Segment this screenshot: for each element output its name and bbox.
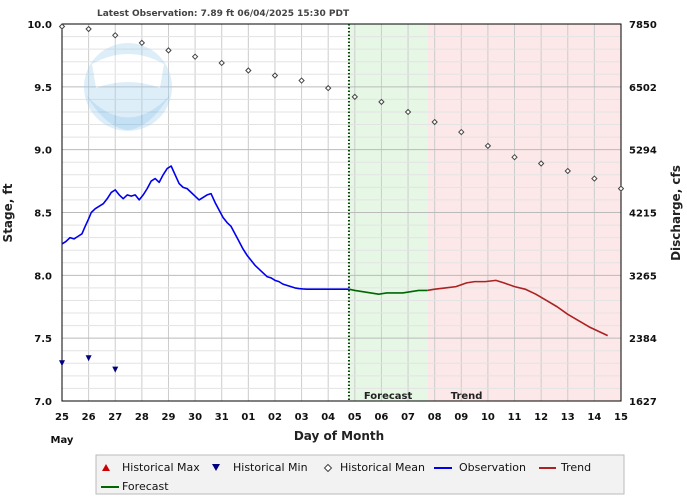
x-tick-label: 30 [188, 412, 202, 423]
x-tick-label: 25 [55, 412, 69, 423]
logo-text: NOAA [106, 68, 151, 84]
y2-tick-label: 3265 [629, 271, 657, 282]
x-month-label: May [51, 435, 74, 446]
legend-box [95, 454, 625, 495]
legend-label: Historical Min [233, 461, 308, 474]
historical-mean-point [271, 72, 279, 79]
x-tick-label: 07 [401, 412, 415, 423]
historical-mean-point [324, 84, 332, 92]
x-tick-label: 05 [348, 412, 362, 423]
historical-mean-point [112, 32, 119, 39]
historical-min-point [112, 366, 119, 373]
historical-mean-point [564, 167, 571, 175]
y-axis-ticks: 7.0 7.5 8.0 8.5 9.0 9.5 10.0 [27, 20, 52, 408]
x-tick-label: 28 [135, 412, 149, 423]
legend-item-forecast: Forecast [101, 480, 169, 493]
x-tick-label: 04 [321, 412, 335, 423]
y2-tick-label: 4215 [629, 209, 657, 220]
x-tick-label: 11 [508, 412, 522, 423]
historical-mean-point [85, 25, 92, 33]
series-observation [61, 165, 349, 290]
legend-item-historical-mean: Historical Mean [323, 461, 425, 474]
latest-observation-header: Latest Observation: 7.89 ft 06/04/2025 1… [97, 9, 350, 19]
x-tick-label: 29 [162, 412, 176, 423]
legend-label: Trend [560, 461, 591, 474]
x-tick-label: 31 [215, 412, 229, 423]
historical-mean-point [591, 175, 598, 182]
x-tick-label: 14 [587, 412, 601, 423]
x-tick-label: 09 [454, 412, 468, 423]
x-tick-label: 27 [108, 412, 122, 423]
legend-item-observation: Observation [434, 461, 526, 474]
historical-mean-point [191, 53, 199, 60]
historical-mean-point [298, 77, 305, 84]
series-forecast [348, 288, 428, 295]
grid-lines [61, 23, 622, 402]
historical-mean-point [617, 185, 625, 192]
y2-axis-title: Discharge, cfs [669, 165, 683, 261]
series-layer [58, 23, 625, 373]
historical-mean-point [404, 108, 412, 116]
historical-mean-point [458, 128, 465, 136]
y2-tick-label: 2384 [629, 334, 657, 345]
y-tick-label: 9.5 [34, 83, 52, 94]
noaa-logo: NOAA [84, 43, 172, 131]
legend-label: Forecast [122, 480, 169, 493]
y2-tick-label: 1627 [629, 397, 657, 408]
legend: Historical Max Historical Min Historical… [95, 454, 625, 495]
x-tick-label: 02 [268, 412, 282, 423]
historical-mean-point [165, 47, 172, 54]
legend-label: Historical Max [122, 461, 200, 474]
y-tick-label: 8.5 [34, 209, 52, 220]
historical-min-point [59, 360, 65, 367]
x-tick-label: 01 [241, 412, 255, 423]
x-tick-label: 12 [534, 412, 548, 423]
triangle-down-icon [212, 464, 220, 471]
y2-tick-label: 6502 [629, 83, 657, 94]
historical-mean-point [138, 39, 146, 47]
historical-min-point [85, 355, 92, 362]
x-axis-ticks: 25 26 27 28 29 30 31 01 02 03 04 05 06 07 08 09 10 11 12 13… [55, 412, 628, 423]
y-tick-label: 8.0 [34, 271, 52, 282]
x-axis-title: Day of Month [294, 429, 384, 443]
plot-frame [61, 23, 622, 402]
historical-mean-point [484, 142, 492, 150]
legend-item-trend: Trend [539, 461, 591, 474]
x-tick-label: 15 [614, 412, 628, 423]
historical-mean-point [378, 98, 385, 106]
y-tick-label: 7.0 [34, 397, 52, 408]
legend-item-historical-min: Historical Min [212, 461, 308, 474]
x-tick-label: 08 [428, 412, 442, 423]
diamond-icon [323, 463, 333, 473]
historical-mean-point [218, 59, 225, 67]
y2-axis-ticks: 1627 2384 3265 4215 5294 6502 7850 [629, 20, 657, 408]
historical-mean-point [511, 153, 518, 161]
legend-label: Observation [459, 461, 526, 474]
y-tick-label: 7.5 [34, 334, 52, 345]
y-axis-title: Stage, ft [1, 183, 15, 242]
y-tick-label: 9.0 [34, 146, 52, 157]
y2-tick-label: 7850 [629, 20, 657, 31]
x-tick-label: 03 [295, 412, 309, 423]
historical-mean-point [537, 160, 545, 167]
legend-item-historical-max: Historical Max [102, 461, 200, 474]
trend-region-label: Trend [451, 391, 483, 402]
historical-mean-point [351, 93, 359, 101]
forecast-region-label: Forecast [364, 391, 413, 402]
triangle-up-icon [102, 464, 110, 471]
x-tick-label: 06 [374, 412, 388, 423]
historical-mean-point [431, 118, 438, 126]
y-tick-label: 10.0 [27, 20, 52, 31]
historical-mean-point [245, 67, 252, 74]
legend-label: Historical Mean [340, 461, 425, 474]
x-tick-label: 26 [82, 412, 96, 423]
y2-tick-label: 5294 [629, 146, 657, 157]
x-tick-label: 13 [561, 412, 575, 423]
historical-mean-point [58, 23, 66, 30]
series-trend [427, 279, 609, 337]
x-tick-label: 10 [481, 412, 495, 423]
